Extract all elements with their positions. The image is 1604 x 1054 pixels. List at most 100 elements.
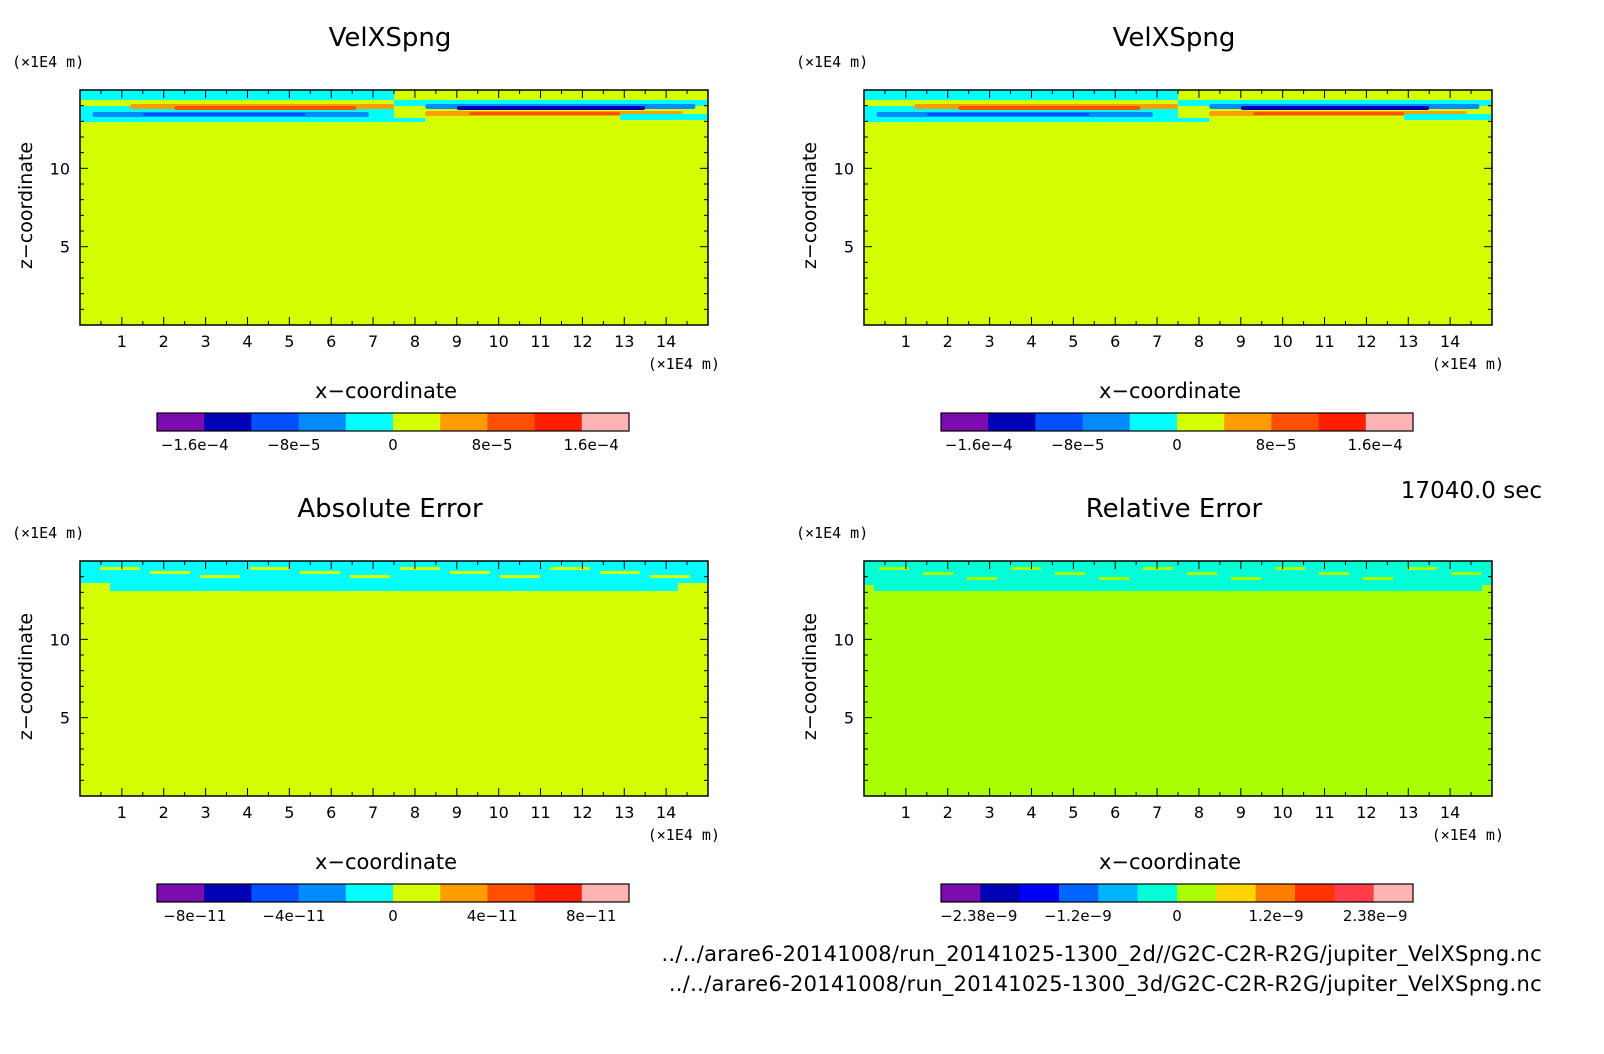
x-tick-label: 6	[1110, 332, 1120, 351]
colorbar-swatch	[345, 413, 394, 431]
error-streak	[1143, 567, 1173, 570]
x-unit-label: (×1E4 m)	[1432, 355, 1504, 373]
error-streak	[300, 571, 340, 574]
colorbar-swatch	[1082, 413, 1131, 431]
sponge-feature	[1253, 112, 1405, 115]
x-axis-label: x−coordinate	[1099, 379, 1241, 403]
x-tick-label: 13	[614, 332, 634, 351]
colorbar-swatch	[440, 413, 488, 431]
x-tick-label: 10	[488, 332, 508, 351]
colorbar-tick-label: 8e−5	[1256, 436, 1297, 454]
error-streak	[650, 575, 690, 578]
error-streak	[1451, 572, 1481, 575]
x-tick-label: 4	[242, 332, 252, 351]
colorbar-swatch	[393, 413, 441, 431]
colorbar-swatch	[941, 884, 981, 902]
x-tick-label: 8	[1194, 803, 1204, 822]
colorbar-swatch	[393, 884, 441, 902]
sponge-feature	[620, 114, 708, 120]
colorbar-swatch	[1224, 413, 1272, 431]
sponge-feature	[926, 113, 1091, 116]
error-band	[874, 585, 1482, 591]
error-streak	[100, 567, 140, 570]
colorbar-swatch	[581, 413, 630, 431]
colorbar-tick-label: 0	[388, 907, 398, 925]
x-tick-label: 1	[901, 803, 911, 822]
x-tick-label: 12	[572, 332, 592, 351]
x-tick-label: 6	[1110, 803, 1120, 822]
colorbar-swatch	[157, 413, 205, 431]
colorbar-swatch	[1255, 884, 1296, 902]
footer-file-path-1: ../../arare6-20141008/run_20141025-1300_…	[661, 942, 1542, 966]
chart-title: Absolute Error	[297, 494, 483, 524]
x-tick-label: 10	[1272, 332, 1292, 351]
y-unit-label: (×1E4 m)	[12, 53, 84, 71]
chart-title: VelXSpng	[1113, 23, 1236, 53]
error-streak	[1187, 572, 1217, 575]
colorbar-swatch	[1271, 413, 1320, 431]
colorbar-tick-label: −2.38e−9	[940, 907, 1017, 925]
sponge-feature	[80, 118, 426, 122]
colorbar-swatch	[204, 413, 252, 431]
x-tick-label: 12	[572, 803, 592, 822]
x-tick-label: 7	[1152, 332, 1162, 351]
x-tick-label: 2	[159, 803, 169, 822]
colorbar-frame	[940, 883, 1414, 903]
colorbar-swatch	[440, 884, 488, 902]
colorbar-tick-label: 1.6e−4	[1348, 436, 1403, 454]
chart-panel-3: Absolute Error(×1E4 m)1 2 3 4 5 6 7 8 9 10 11 12 13 1…	[12, 494, 720, 925]
x-axis-label: x−coordinate	[315, 379, 457, 403]
sponge-feature	[1404, 114, 1492, 120]
colorbar-swatch	[1019, 884, 1060, 902]
colorbar-swatch	[581, 884, 630, 902]
x-tick-label: 8	[410, 803, 420, 822]
x-tick-label: 4	[1026, 332, 1036, 351]
error-streak	[1407, 567, 1437, 570]
x-tick-label: 4	[1026, 803, 1036, 822]
colorbar-tick-label: −1.6e−4	[161, 436, 229, 454]
colorbar-swatch	[1216, 884, 1257, 902]
colorbar-tick-label: −8e−5	[267, 436, 320, 454]
x-tick-label: 8	[410, 332, 420, 351]
colorbar-tick-label: −1.2e−9	[1044, 907, 1112, 925]
colorbar-swatch	[157, 884, 205, 902]
sponge-feature	[469, 112, 621, 115]
x-tick-label: 3	[985, 803, 995, 822]
x-tick-label: 9	[452, 332, 462, 351]
sponge-feature	[174, 106, 357, 110]
colorbar-tick-label: 8e−5	[472, 436, 513, 454]
error-streak	[1011, 567, 1041, 570]
error-streak	[923, 572, 953, 575]
error-streak	[350, 575, 390, 578]
error-streak	[500, 575, 540, 578]
x-tick-label: 11	[530, 332, 550, 351]
chart-title: VelXSpng	[329, 23, 452, 53]
x-unit-label: (×1E4 m)	[1432, 826, 1504, 844]
x-axis-label: x−coordinate	[1099, 850, 1241, 874]
colorbar-tick-label: 2.38e−9	[1343, 907, 1408, 925]
colorbar-tick-label: −8e−5	[1051, 436, 1104, 454]
colorbar-tick-label: −4e−11	[262, 907, 325, 925]
error-streak	[879, 567, 909, 570]
error-streak	[400, 567, 440, 570]
colorbar-tick-label: 1.2e−9	[1249, 907, 1304, 925]
error-streak	[150, 571, 190, 574]
colorbar-swatch	[1129, 413, 1178, 431]
colorbar-swatch	[1365, 413, 1414, 431]
field-background	[80, 561, 708, 796]
error-streak	[1099, 577, 1129, 580]
colorbar-swatch	[1318, 413, 1367, 431]
y-tick-label: 10	[834, 630, 854, 649]
error-streak	[200, 575, 240, 578]
y-tick-label: 5	[844, 238, 854, 257]
colorbar-swatch	[204, 884, 252, 902]
colorbar-tick-label: −8e−11	[163, 907, 226, 925]
x-tick-label: 14	[656, 332, 676, 351]
sponge-feature	[456, 106, 646, 110]
x-tick-label: 12	[1356, 332, 1376, 351]
colorbar-tick-label: 4e−11	[467, 907, 517, 925]
colorbar-swatch	[298, 413, 347, 431]
colorbar-frame	[940, 412, 1414, 432]
colorbar-swatch	[534, 884, 583, 902]
